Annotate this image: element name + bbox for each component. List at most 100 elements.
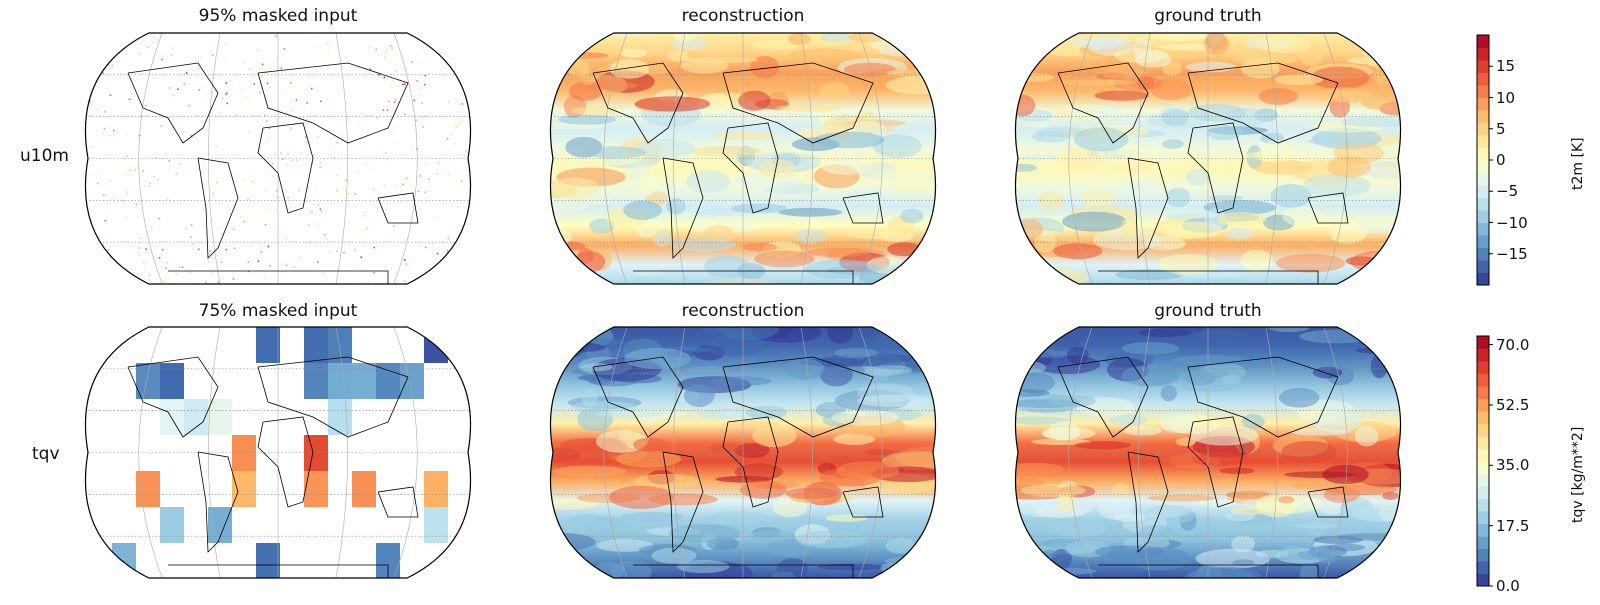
observed-pixel — [215, 145, 218, 148]
observed-pixel — [347, 193, 350, 195]
observed-pixel — [225, 93, 227, 95]
field-blob — [1292, 481, 1344, 491]
field-blob — [1241, 414, 1265, 430]
map-border — [1014, 326, 1402, 579]
observed-pixel — [110, 282, 112, 284]
colorbar-segment — [1477, 461, 1489, 474]
colorbar-label: t2m [K] — [1570, 137, 1586, 190]
observed-pixel — [308, 209, 311, 212]
field-blob — [1015, 94, 1036, 117]
field-blob — [742, 243, 778, 252]
field-blob — [857, 394, 934, 408]
observed-pixel — [364, 212, 367, 214]
observed-pixel — [158, 257, 161, 259]
field-blob — [816, 563, 887, 571]
observed-pixel — [133, 191, 135, 193]
field-blob — [620, 48, 647, 58]
observed-pixel — [202, 35, 205, 37]
field-blob — [1061, 79, 1136, 86]
observed-pixel — [242, 187, 244, 189]
field-blob — [1240, 249, 1274, 272]
coastline — [1187, 356, 1339, 438]
observed-pixel — [190, 224, 193, 226]
observed-pixel — [337, 152, 340, 155]
observed-pixel — [373, 272, 375, 274]
colorbar-segment — [1477, 373, 1489, 387]
observed-pixel — [426, 46, 429, 48]
observed-pixel — [248, 99, 251, 102]
field-blob — [1206, 124, 1243, 141]
field-blob — [1311, 411, 1363, 433]
observed-pixel — [287, 153, 289, 155]
observed-pixel — [393, 101, 396, 104]
field-blob — [1364, 42, 1401, 52]
field-blob — [550, 255, 578, 273]
observed-pixel — [312, 175, 314, 177]
field-blob — [666, 198, 686, 215]
field-blob — [1017, 495, 1069, 518]
colorbar-segment — [1477, 197, 1489, 211]
observed-pixel — [202, 86, 204, 89]
observed-pixel — [361, 282, 364, 284]
observed-pixel — [257, 260, 260, 262]
observed-pixel — [146, 244, 149, 247]
colorbar-segment — [1477, 110, 1489, 123]
field-blob — [1345, 256, 1377, 266]
observed-pixel — [463, 155, 466, 157]
observed-pixel — [177, 88, 179, 90]
observed-pixel — [170, 54, 173, 56]
field-blob — [634, 96, 711, 112]
panel-title: 75% masked input — [198, 301, 358, 321]
observed-pixel — [131, 93, 133, 95]
observed-pixel — [145, 267, 147, 270]
observed-pixel — [320, 210, 323, 212]
observed-pixel — [135, 203, 138, 205]
field-blob — [1157, 253, 1219, 275]
field-blob — [1038, 191, 1064, 211]
field-blob — [1258, 88, 1298, 105]
observed-pixel — [126, 193, 128, 196]
observed-pixel — [457, 206, 459, 208]
observed-pixel — [119, 283, 121, 284]
field-blob — [550, 342, 606, 353]
field-blob — [831, 409, 899, 426]
observed-pixel — [149, 64, 151, 67]
coastline — [197, 157, 239, 259]
observed-pixel — [124, 173, 127, 176]
observed-pixel — [308, 224, 310, 226]
observed-pixel — [145, 104, 147, 107]
observed-pixel — [138, 247, 140, 249]
observed-patch — [328, 363, 352, 399]
observed-pixel — [431, 243, 434, 245]
observed-pixel — [134, 169, 136, 171]
observed-pixel — [453, 41, 456, 44]
observed-pixel — [232, 278, 235, 280]
observed-pixel — [211, 132, 214, 135]
observed-pixel — [422, 126, 424, 128]
observed-pixel — [335, 250, 338, 253]
observed-pixel — [305, 225, 307, 227]
observed-pixel — [282, 158, 284, 161]
field-blob — [809, 61, 831, 71]
observed-pixel — [446, 137, 449, 140]
observed-pixel — [343, 251, 345, 254]
observed-pixel — [332, 146, 334, 148]
field-blob — [1166, 187, 1191, 208]
field-blob — [711, 131, 778, 141]
observed-pixel — [319, 166, 321, 168]
observed-pixel — [448, 173, 450, 176]
observed-pixel — [179, 163, 182, 166]
field-blob — [718, 327, 780, 341]
coastline — [633, 564, 854, 578]
field-blob — [550, 198, 590, 213]
observed-pixel — [454, 155, 457, 157]
gridline — [138, 327, 163, 578]
field-blob — [596, 539, 654, 552]
observed-pixel — [88, 243, 91, 245]
observed-pixel — [236, 174, 238, 176]
observed-pixel — [370, 204, 373, 207]
observed-pixel — [310, 37, 313, 39]
observed-pixel — [396, 142, 399, 145]
observed-pixel — [305, 142, 308, 144]
